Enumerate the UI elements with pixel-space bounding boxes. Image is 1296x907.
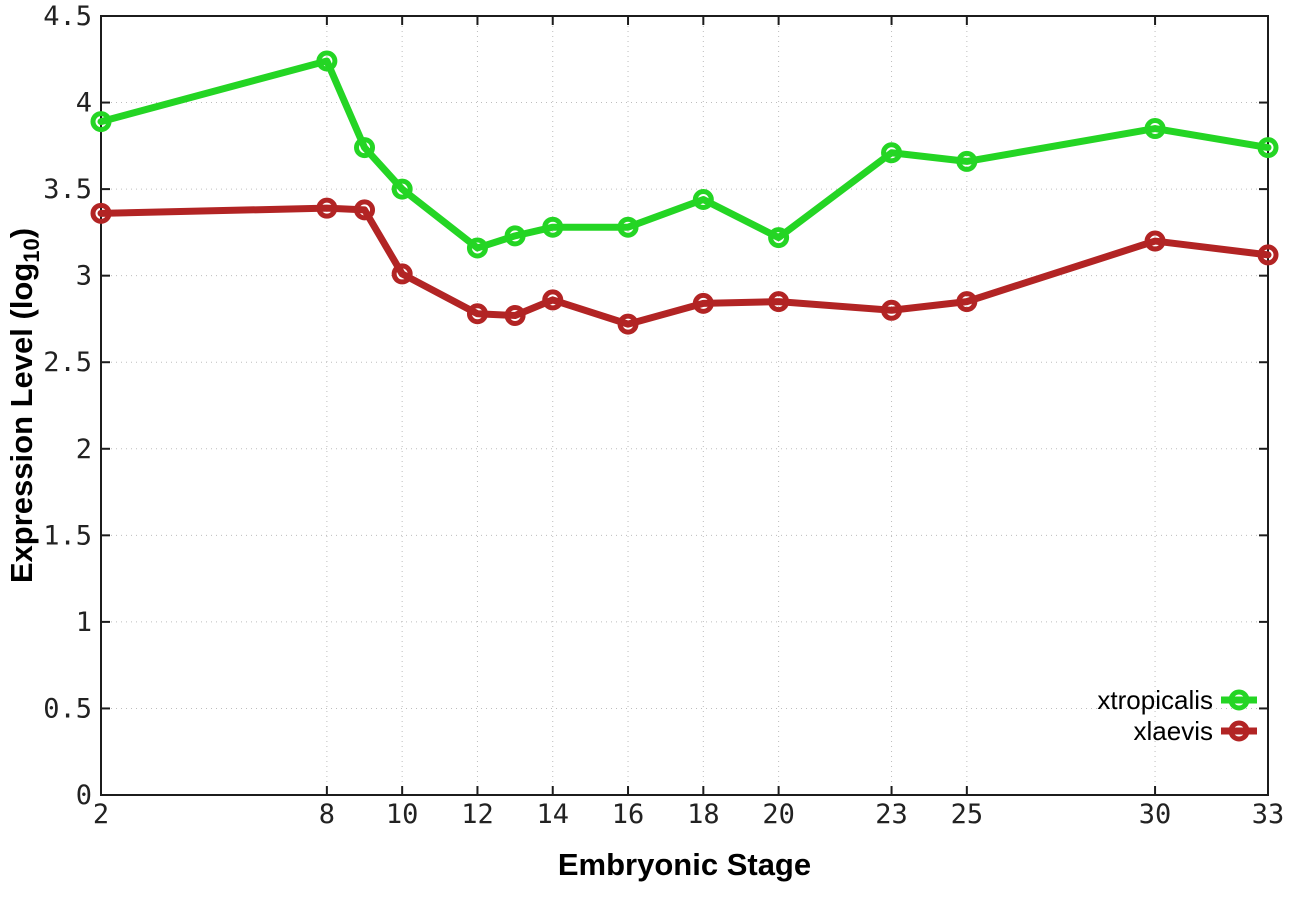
data-point-xlaevis — [1144, 230, 1166, 252]
x-tick-label: 2 — [93, 799, 109, 830]
series-line-xtropicalis — [97, 57, 1272, 252]
data-point-xtropicalis — [617, 216, 639, 238]
legend-marker-xlaevis — [1228, 720, 1250, 742]
y-tick-label: 3 — [76, 261, 92, 292]
data-point-xtropicalis — [504, 225, 526, 247]
data-point-xtropicalis — [1144, 118, 1166, 140]
legend-marker-xtropicalis — [1228, 689, 1250, 711]
y-tick-label: 0 — [76, 780, 92, 811]
data-point-xlaevis — [692, 292, 714, 314]
y-tick-label: 2 — [76, 434, 92, 465]
data-point-xtropicalis — [1257, 137, 1279, 159]
x-tick-label: 12 — [461, 799, 494, 830]
data-point-xtropicalis — [316, 50, 338, 72]
x-tick-label: 8 — [319, 799, 335, 830]
data-point-xlaevis — [768, 291, 790, 313]
y-tick-label: 2.5 — [43, 347, 92, 378]
y-tick-label: 4 — [76, 88, 92, 119]
data-point-xlaevis — [956, 291, 978, 313]
x-tick-label: 33 — [1252, 799, 1285, 830]
y-axis-title: Expression Level (log10) — [2, 16, 48, 795]
x-tick-label: 14 — [536, 799, 569, 830]
data-point-xtropicalis — [881, 142, 903, 164]
data-point-xlaevis — [617, 313, 639, 335]
data-point-xtropicalis — [90, 111, 112, 133]
data-point-xtropicalis — [542, 216, 564, 238]
x-tick-label: 18 — [687, 799, 720, 830]
y-tick-label: 1.5 — [43, 520, 92, 551]
data-point-xtropicalis — [466, 237, 488, 259]
x-tick-label: 16 — [612, 799, 645, 830]
x-tick-label: 23 — [875, 799, 908, 830]
data-point-xlaevis — [504, 304, 526, 326]
data-point-xtropicalis — [391, 178, 413, 200]
data-point-xlaevis — [316, 197, 338, 219]
data-point-xtropicalis — [354, 137, 376, 159]
series-line-xlaevis — [97, 204, 1272, 328]
legend-label-xlaevis: xlaevis — [1134, 716, 1213, 746]
y-axis-title-paren: ) — [4, 227, 40, 239]
data-point-xlaevis — [391, 263, 413, 285]
y-axis-title-text: Expression Level (log — [4, 262, 40, 584]
legend-label-xtropicalis: xtropicalis — [1097, 685, 1213, 715]
data-point-xlaevis — [90, 202, 112, 224]
y-tick-label: 4.5 — [43, 1, 92, 32]
data-point-xlaevis — [466, 303, 488, 325]
x-axis-title: Embryonic Stage — [557, 847, 812, 882]
y-tick-label: 1 — [76, 607, 92, 638]
data-point-xlaevis — [881, 299, 903, 321]
data-point-xtropicalis — [768, 227, 790, 249]
x-tick-label: 25 — [951, 799, 984, 830]
plot-frame — [100, 15, 1269, 796]
y-axis-title-subscript: 10 — [19, 238, 45, 263]
data-point-xlaevis — [354, 199, 376, 221]
y-tick-label: 3.5 — [43, 174, 92, 205]
x-tick-label: 30 — [1139, 799, 1172, 830]
data-point-xlaevis — [1257, 244, 1279, 266]
y-tick-label: 0.5 — [43, 693, 92, 724]
x-tick-label: 10 — [386, 799, 419, 830]
data-point-xtropicalis — [692, 188, 714, 210]
x-tick-label: 20 — [762, 799, 795, 830]
data-point-xtropicalis — [956, 150, 978, 172]
data-point-xlaevis — [542, 289, 564, 311]
